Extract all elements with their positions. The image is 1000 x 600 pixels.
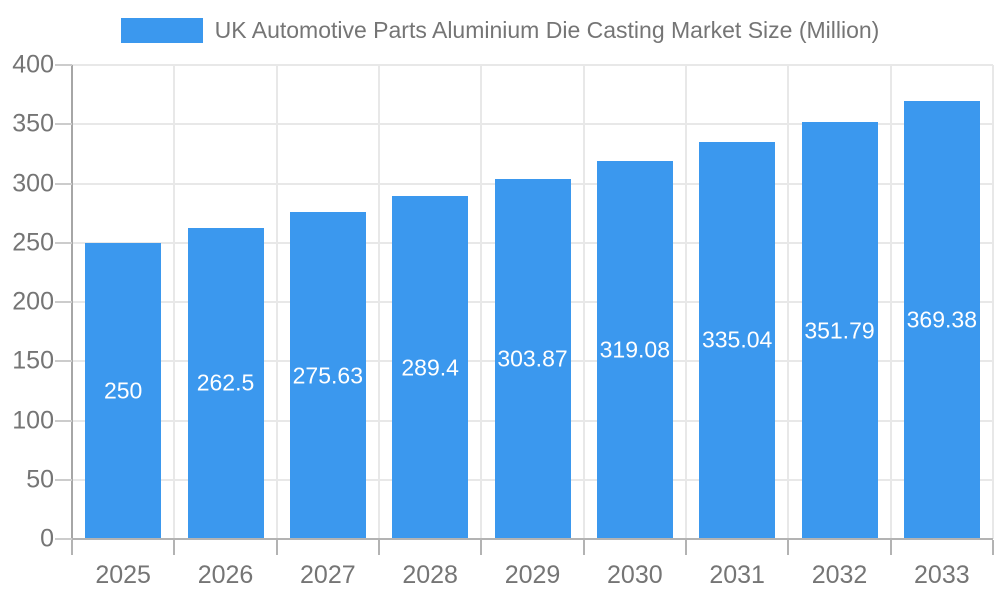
- bar: 250: [85, 242, 162, 539]
- y-axis-tick: [55, 301, 72, 303]
- x-tick-label: 2027: [300, 561, 356, 589]
- x-axis-tick: [378, 540, 380, 555]
- bar: 275.63: [289, 212, 366, 539]
- y-tick-label: 200: [12, 287, 54, 316]
- x-gridline: [787, 65, 790, 539]
- y-tick-label: 0: [40, 524, 54, 553]
- y-axis-tick: [55, 123, 72, 126]
- legend-swatch: [120, 17, 203, 43]
- plot-area: 250 262.5 275.63 289.4 303.87 319.08 335.04 351…: [72, 64, 994, 539]
- bar-value-label: 275.63: [292, 362, 363, 389]
- bar: 319.08: [596, 160, 673, 539]
- bar-value-label: 262.5: [196, 369, 255, 396]
- x-gridline: [582, 65, 585, 539]
- x-gridline: [275, 65, 278, 539]
- y-gridline: [72, 64, 993, 66]
- y-axis-tick: [55, 419, 72, 422]
- bar: 351.79: [801, 122, 878, 539]
- bar: 303.87: [494, 178, 571, 539]
- chart-legend: UK Automotive Parts Aluminium Die Castin…: [0, 15, 1000, 45]
- x-axis-tick: [787, 540, 790, 555]
- x-gridline: [685, 65, 687, 539]
- x-axis-tick: [889, 540, 892, 555]
- x-axis-tick: [685, 540, 687, 555]
- x-axis-tick: [582, 540, 585, 555]
- y-tick-label: 400: [12, 50, 54, 79]
- x-tick-label: 2030: [607, 561, 663, 589]
- y-axis-line: [71, 65, 73, 539]
- y-axis-tick: [55, 182, 72, 185]
- chart-title: UK Automotive Parts Aluminium Die Castin…: [214, 16, 880, 43]
- y-tick-label: 150: [12, 346, 54, 375]
- x-tick-label: 2033: [914, 561, 970, 589]
- x-tick-label: 2028: [402, 561, 458, 589]
- x-gridline: [889, 65, 892, 539]
- x-gridline: [992, 65, 994, 539]
- x-axis-tick: [992, 540, 994, 555]
- y-axis-tick: [55, 538, 72, 540]
- x-tick-label: 2025: [95, 561, 151, 589]
- y-axis-tick: [55, 360, 72, 363]
- x-gridline: [378, 65, 380, 539]
- x-axis-tick: [71, 540, 73, 555]
- y-tick-label: 300: [12, 169, 54, 197]
- bar: 335.04: [699, 141, 776, 539]
- y-axis-tick: [55, 64, 72, 66]
- x-tick-label: 2031: [709, 561, 765, 589]
- bar-value-label: 351.79: [804, 317, 875, 344]
- x-gridline: [173, 65, 176, 539]
- x-axis-tick: [480, 540, 483, 555]
- x-tick-label: 2029: [504, 561, 561, 589]
- x-axis-tick: [275, 540, 278, 555]
- bar-value-label: 369.38: [906, 306, 977, 333]
- y-tick-label: 100: [12, 406, 54, 434]
- bar-value-label: 335.04: [701, 326, 773, 353]
- bar-value-label: 289.4: [401, 354, 459, 381]
- x-tick-label: 2032: [811, 561, 868, 589]
- y-tick-label: 350: [12, 109, 54, 138]
- y-tick-label: 250: [12, 228, 54, 257]
- bar: 262.5: [187, 227, 264, 539]
- y-gridline: [72, 123, 993, 126]
- y-tick-label: 50: [26, 465, 54, 494]
- y-axis-tick: [55, 478, 72, 481]
- y-axis-tick: [55, 241, 72, 244]
- bar-value-label: 250: [103, 377, 143, 404]
- x-axis-line: [72, 538, 993, 540]
- x-axis-tick: [173, 540, 176, 555]
- bar-value-label: 319.08: [599, 336, 670, 363]
- x-gridline: [480, 65, 483, 539]
- bar-value-label: 303.87: [497, 345, 568, 372]
- x-tick-label: 2026: [197, 561, 254, 589]
- bar: 289.4: [392, 196, 469, 539]
- bar: 369.38: [903, 101, 980, 539]
